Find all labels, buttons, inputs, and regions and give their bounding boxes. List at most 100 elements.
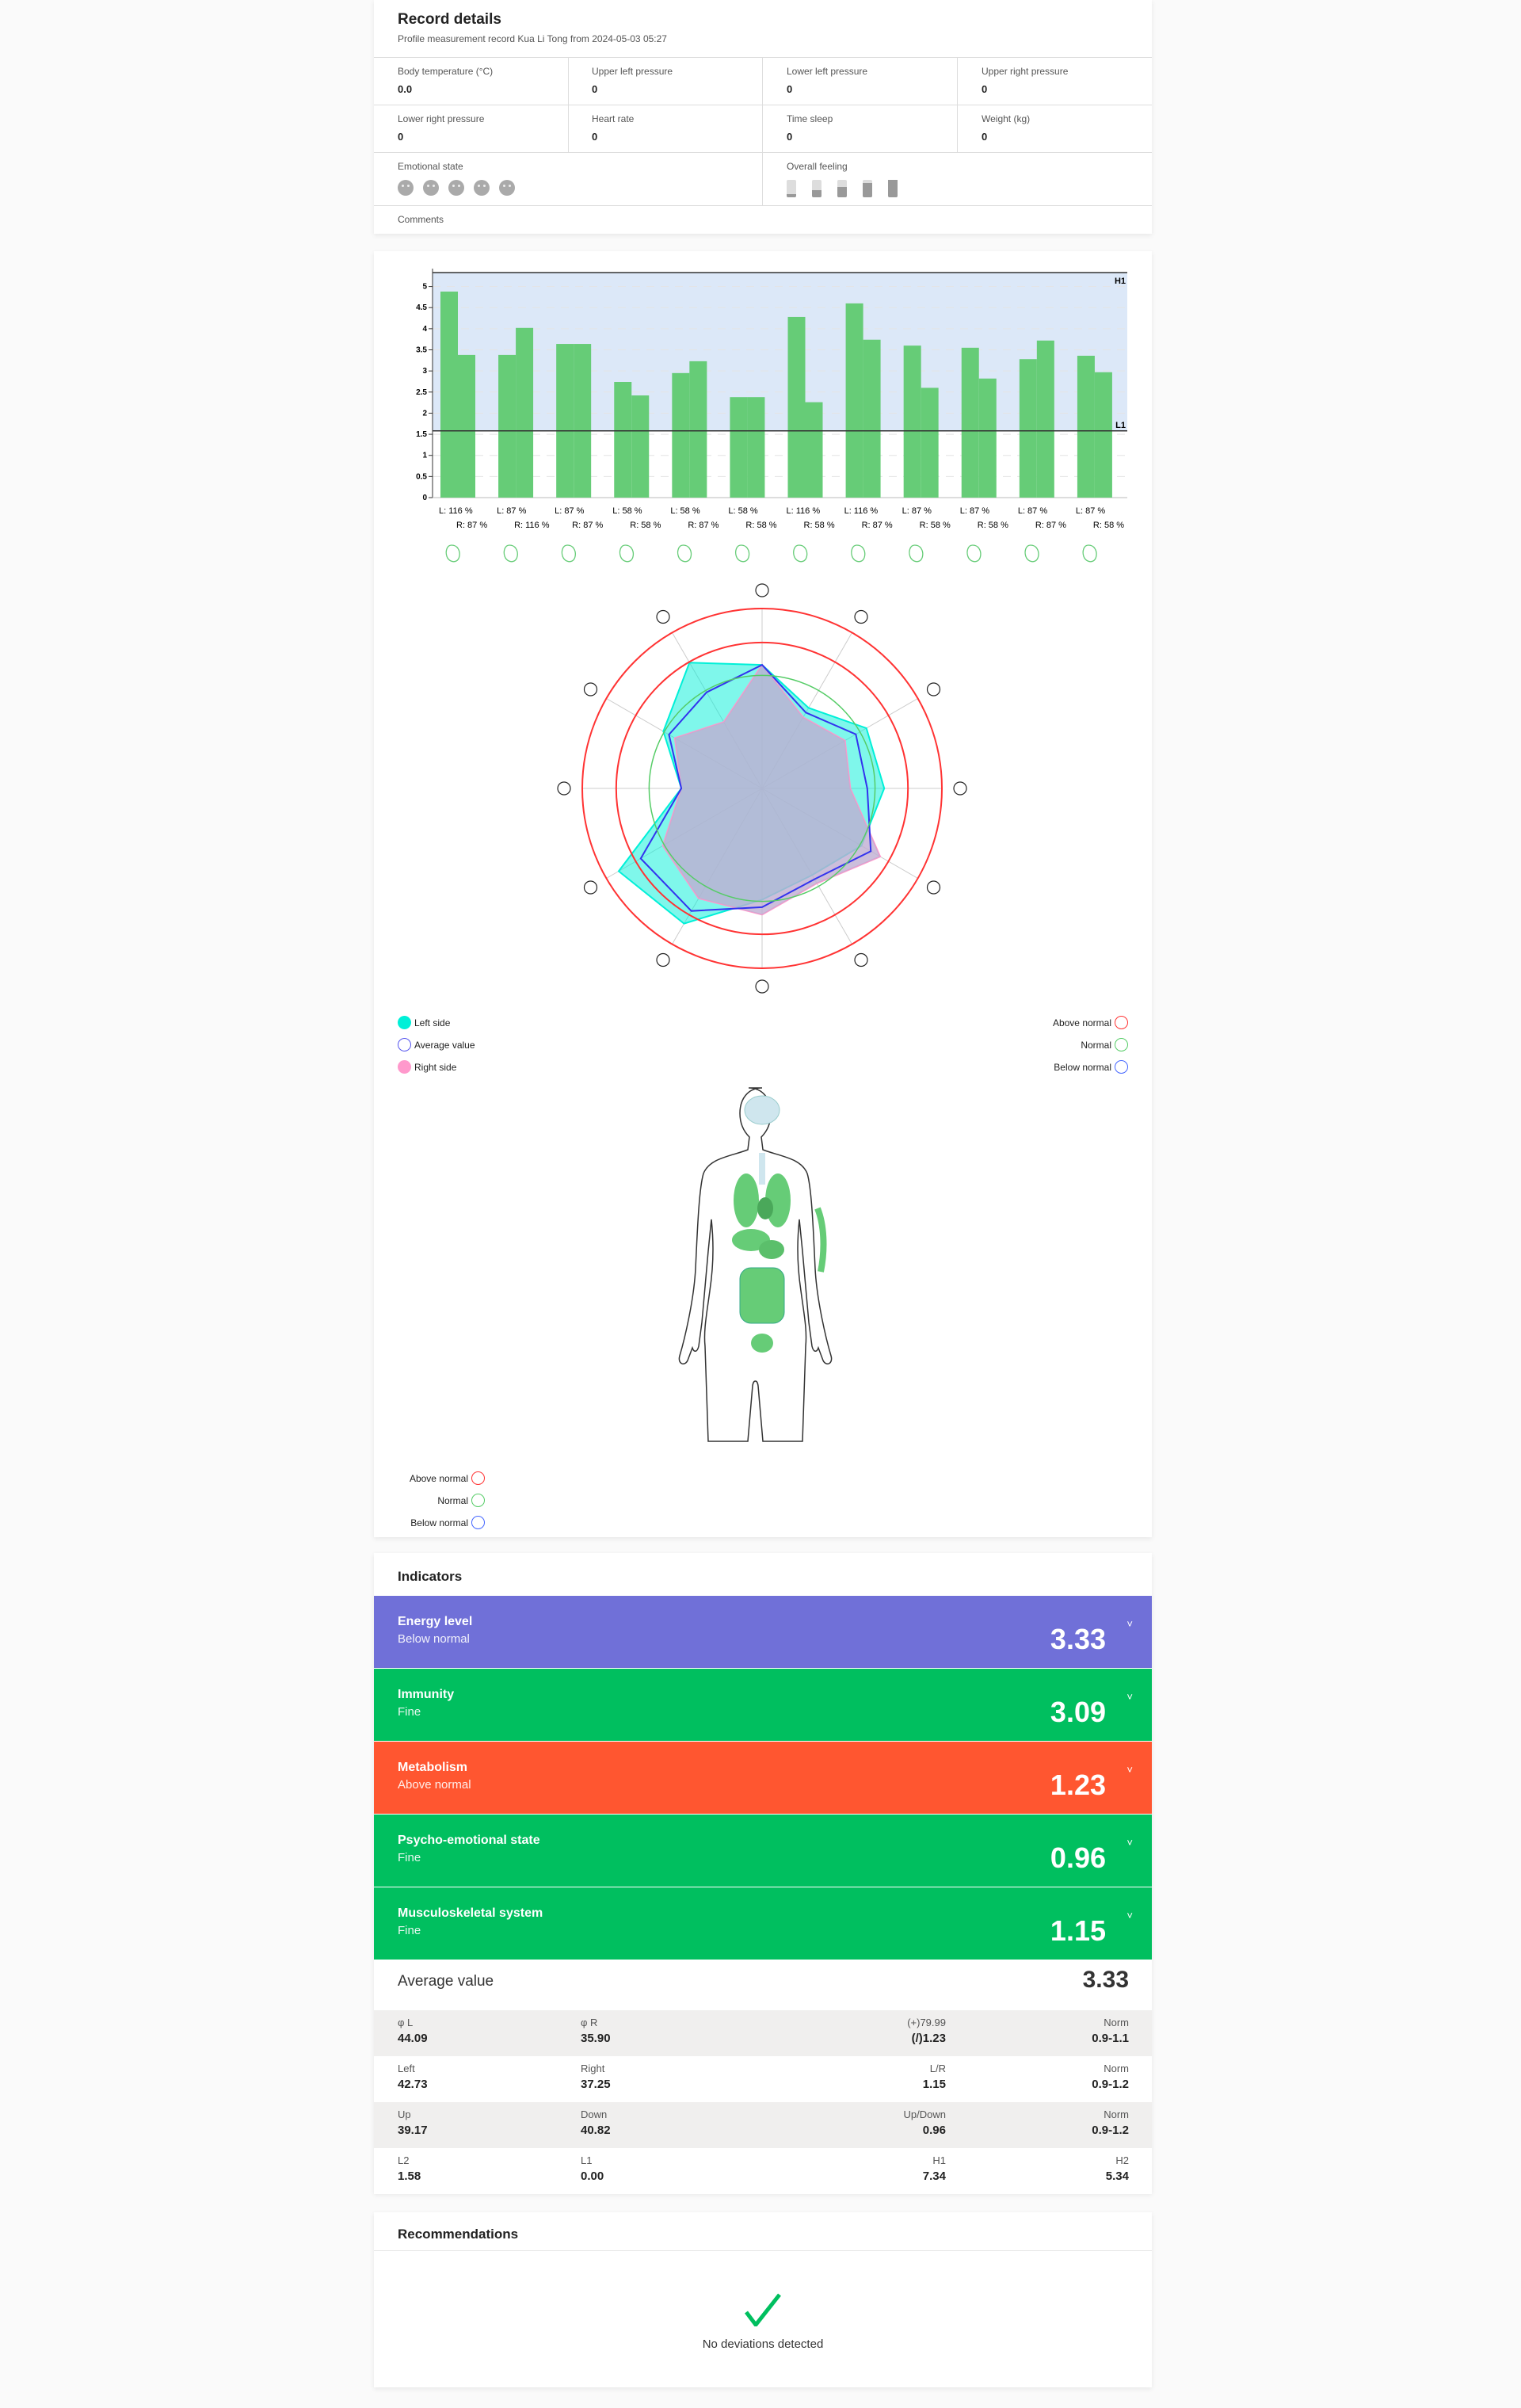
face-neutral-icon[interactable] [448,180,464,196]
indicators-title: Indicators [398,1569,463,1584]
legend-above-normal: Above normal [410,1471,485,1485]
small-intestine-icon [619,544,635,563]
indicator-status: Fine [398,1705,421,1719]
field-7: Weight (kg) 0 [958,105,1152,152]
right-percent-label: R: 87 % [572,521,603,530]
field-6: Time sleep 0 [763,105,958,152]
metric-value: (/)1.23 [911,2032,946,2045]
legend-label: Average value [414,1039,475,1051]
right-percent-label: R: 116 % [514,521,550,530]
right-percent-label: R: 58 % [745,521,776,530]
organ-radar-chart [557,583,967,994]
feeling-battery-icon[interactable] [863,180,872,197]
recommendations-card: Recommendations No deviations detected [374,2212,1152,2387]
gallbladder-icon [755,979,769,994]
bar-bladder-right [978,378,997,498]
metric-label: Norm [1104,2017,1129,2028]
metric-cell: H1 7.34 [923,2154,946,2183]
chevron-down-icon[interactable]: ˅ [1126,1910,1133,1921]
face-smile-icon[interactable] [474,180,490,196]
bar-stomach-left [1077,355,1095,498]
y-tick-label: 0.5 [416,472,427,481]
face-laugh-icon[interactable] [499,180,515,196]
chevron-down-icon[interactable]: ˅ [1126,1837,1133,1849]
bar-lungs-left [440,291,458,498]
metric-label: Up [398,2108,411,2120]
field-5: Heart rate 0 [568,105,763,152]
legend-label: Above normal [1052,1017,1111,1028]
right-percent-label: R: 58 % [1093,521,1124,530]
large-intestine-icon [557,781,571,796]
indicator-energy-level[interactable]: Energy level Below normal 3.33 ˅ [374,1596,1152,1668]
feeling-battery-icon[interactable] [787,180,796,197]
metric-label: H1 [932,2154,946,2166]
recommendations-title: Recommendations [398,2227,519,2242]
indicator-psycho-emotional-state[interactable]: Psycho-emotional state Fine 0.96 ˅ [374,1815,1152,1887]
legend-label: Above normal [409,1472,468,1484]
radar-overlap [662,665,881,915]
bar-kidneys-right [921,387,939,498]
indicator-status: Fine [398,1924,421,1937]
field-value: 0 [982,131,988,143]
stomach-icon [583,682,598,696]
chevron-down-icon[interactable]: ˅ [1126,1764,1133,1776]
chevron-down-icon[interactable]: ˅ [1126,1691,1133,1703]
indicator-name: Energy level [398,1615,473,1628]
charts-card: 0 0.5 1 1.5 2 2.5 3 3.5 4 4.5 5 L: 116 % R: 87 % L: 8… [374,251,1152,1537]
legend-swatch [398,1060,411,1074]
indicator-value: 1.15 [1050,1914,1106,1947]
field-label: Heart rate [592,113,635,124]
metric-value: 0.9-1.1 [1092,2032,1129,2045]
record-details-card: Record details Profile measurement recor… [374,0,1152,234]
body-figure [678,1087,833,1442]
feeling-battery-icon[interactable] [812,180,821,197]
field-label: Time sleep [787,113,833,124]
indicator-metabolism[interactable]: Metabolism Above normal 1.23 ˅ [374,1742,1152,1814]
legend-swatch [1115,1060,1128,1074]
field-label: Upper right pressure [982,66,1069,77]
metric-label: Norm [1104,2063,1129,2074]
chevron-down-icon[interactable]: ˅ [1126,1618,1133,1630]
legend-label: Normal [1081,1039,1111,1051]
bar-heart-right [574,344,592,498]
indicator-name: Psycho-emotional state [398,1834,540,1847]
indicators-card: Indicators Energy level Below normal 3.33 ˅… [374,1553,1152,2194]
metric-value: 0.9-1.2 [1092,2078,1129,2091]
lungs-icon [583,880,598,895]
legend-swatch [1115,1038,1128,1051]
face-crying-icon[interactable] [398,180,414,196]
pancreas-icon [656,609,670,624]
legend-swatch [398,1016,411,1029]
metric-label: Up/Down [903,2108,946,2120]
legend-swatch [471,1516,485,1529]
right-percent-label: R: 58 % [920,521,951,530]
metric-cell: L2 1.58 [398,2154,421,2183]
feeling-battery-icon[interactable] [888,180,898,197]
metric-cell: Right 37.25 [581,2063,611,2091]
heart-icon [561,544,576,563]
metrics-row: L2 1.58 L1 0.00 H1 7.34 H2 5.34 [374,2148,1152,2194]
feeling-battery-icon[interactable] [837,180,847,197]
right-percent-label: R: 58 % [978,521,1008,530]
bar-lungs-right [458,354,475,498]
field-value: 0 [398,131,404,143]
field-label: Lower right pressure [398,113,485,124]
metric-value: 37.25 [581,2078,611,2091]
large-intestine-icon [735,544,750,563]
indicator-musculoskeletal-system[interactable]: Musculoskeletal system Fine 1.15 ˅ [374,1887,1152,1960]
organ-bar-chart: 0 0.5 1 1.5 2 2.5 3 3.5 4 4.5 5 L: 116 % R: 87 % L: 8… [416,269,1127,563]
y-tick-label: 3.5 [416,346,427,355]
legend-left-side: Left side [398,1016,450,1029]
bar-large-intestine-right [747,397,765,498]
legend-swatch [471,1471,485,1485]
metric-value: 35.90 [581,2032,611,2045]
indicator-value: 3.09 [1050,1696,1106,1728]
metric-cell: Norm 0.9-1.2 [1092,2063,1129,2091]
field-2: Lower left pressure 0 [763,57,958,105]
indicator-immunity[interactable]: Immunity Fine 3.09 ˅ [374,1669,1152,1741]
gallbladder-icon [1024,544,1039,563]
immunity-icon [677,544,692,563]
face-sad-icon[interactable] [423,180,439,196]
metrics-row: Up 39.17 Down 40.82 Up/Down 0.96 Norm 0.9-1.2 [374,2102,1152,2148]
field-label: Upper left pressure [592,66,673,77]
